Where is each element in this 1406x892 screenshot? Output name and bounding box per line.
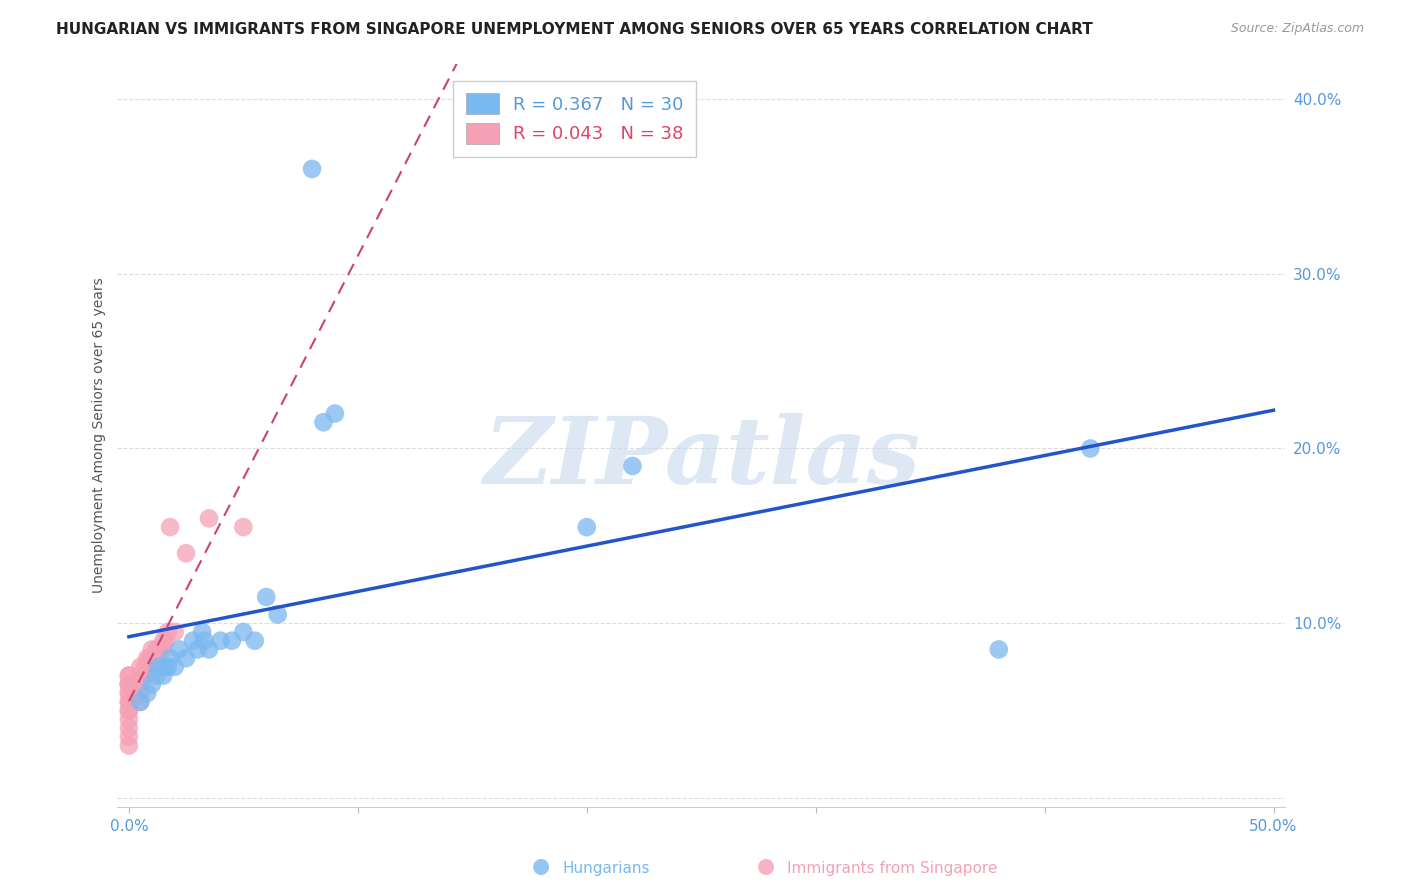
Point — [987, 642, 1010, 657]
Point — [156, 660, 179, 674]
Point — [221, 633, 243, 648]
Point — [118, 695, 141, 709]
Point — [193, 633, 215, 648]
Point — [243, 633, 266, 648]
Point — [152, 668, 174, 682]
Point — [163, 660, 186, 674]
Point — [129, 668, 152, 682]
Point — [118, 695, 141, 709]
Point — [198, 642, 221, 657]
Point — [145, 642, 167, 657]
Point — [155, 633, 177, 648]
Point — [118, 712, 141, 726]
Point — [136, 651, 159, 665]
Point — [145, 668, 167, 682]
Point — [156, 624, 179, 639]
Point — [191, 624, 214, 639]
Point — [159, 651, 181, 665]
Point — [621, 458, 644, 473]
Point — [141, 677, 163, 691]
Point — [174, 546, 197, 560]
Point — [1080, 442, 1102, 456]
Point — [141, 651, 163, 665]
Point — [163, 624, 186, 639]
Point — [129, 677, 152, 691]
Point — [118, 686, 141, 700]
Point — [187, 642, 209, 657]
Text: ●: ● — [533, 856, 550, 876]
Text: ZIPatlas: ZIPatlas — [482, 413, 920, 503]
Point — [134, 660, 156, 674]
Point — [118, 704, 141, 718]
Point — [198, 511, 221, 525]
Point — [118, 721, 141, 735]
Point — [118, 677, 141, 691]
Point — [148, 660, 170, 674]
Point — [118, 730, 141, 744]
Point — [118, 739, 141, 753]
Point — [209, 633, 232, 648]
Y-axis label: Unemployment Among Seniors over 65 years: Unemployment Among Seniors over 65 years — [93, 277, 107, 593]
Point — [129, 660, 152, 674]
Point — [148, 642, 170, 657]
Text: Source: ZipAtlas.com: Source: ZipAtlas.com — [1230, 22, 1364, 36]
Point — [118, 677, 141, 691]
Point — [301, 161, 323, 176]
Point — [118, 668, 141, 682]
Point — [152, 642, 174, 657]
Point — [312, 415, 335, 429]
Text: Immigrants from Singapore: Immigrants from Singapore — [787, 861, 998, 876]
Point — [129, 686, 152, 700]
Point — [232, 624, 254, 639]
Point — [152, 633, 174, 648]
Point — [136, 686, 159, 700]
Point — [267, 607, 290, 622]
Point — [118, 677, 141, 691]
Point — [118, 704, 141, 718]
Point — [254, 590, 277, 604]
Point — [118, 668, 141, 682]
Point — [181, 633, 204, 648]
Text: HUNGARIAN VS IMMIGRANTS FROM SINGAPORE UNEMPLOYMENT AMONG SENIORS OVER 65 YEARS : HUNGARIAN VS IMMIGRANTS FROM SINGAPORE U… — [56, 22, 1092, 37]
Point — [129, 695, 152, 709]
Text: ●: ● — [758, 856, 775, 876]
Point — [575, 520, 598, 534]
Point — [155, 660, 177, 674]
Point — [323, 407, 346, 421]
Point — [138, 651, 160, 665]
Point — [159, 520, 181, 534]
Legend: R = 0.367   N = 30, R = 0.043   N = 38: R = 0.367 N = 30, R = 0.043 N = 38 — [453, 80, 696, 156]
Point — [141, 642, 163, 657]
Point — [136, 660, 159, 674]
Point — [134, 668, 156, 682]
Point — [174, 651, 197, 665]
Text: Hungarians: Hungarians — [562, 861, 650, 876]
Point — [232, 520, 254, 534]
Point — [167, 642, 190, 657]
Point — [118, 686, 141, 700]
Point — [129, 695, 152, 709]
